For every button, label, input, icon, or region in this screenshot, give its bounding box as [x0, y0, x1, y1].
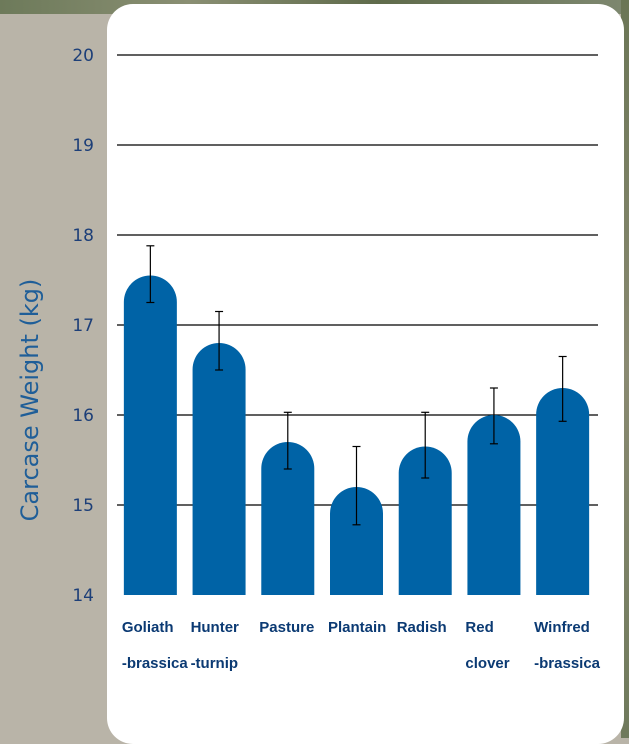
y-tick-label: 14	[72, 586, 94, 606]
x-tick-label: Goliath	[122, 619, 174, 636]
bar	[398, 446, 452, 595]
x-tick-label: -brassica	[534, 655, 601, 672]
bar	[192, 343, 246, 595]
bar	[330, 487, 383, 595]
bar	[536, 388, 590, 595]
x-tick-label: -brassica	[122, 655, 189, 672]
x-tick-label: -turnip	[191, 655, 238, 672]
x-tick-label: Winfred	[534, 619, 590, 636]
bar	[261, 442, 315, 595]
y-tick-label: 20	[72, 46, 94, 66]
x-tick-label: clover	[465, 655, 509, 672]
x-tick-label: Plantain	[328, 619, 386, 636]
y-tick-label: 18	[72, 226, 94, 246]
bar	[123, 275, 177, 595]
x-tick-label: Hunter	[191, 619, 239, 636]
y-tick-label: 19	[72, 136, 94, 156]
x-tick-label: Radish	[397, 619, 447, 636]
bar	[467, 415, 521, 595]
x-tick-label: Red	[465, 619, 493, 636]
x-tick-label: Pasture	[259, 619, 314, 636]
y-tick-label: 15	[72, 496, 94, 516]
y-tick-label: 16	[72, 406, 94, 426]
background-photo-edge	[621, 0, 629, 738]
y-tick-label: 17	[72, 316, 94, 336]
